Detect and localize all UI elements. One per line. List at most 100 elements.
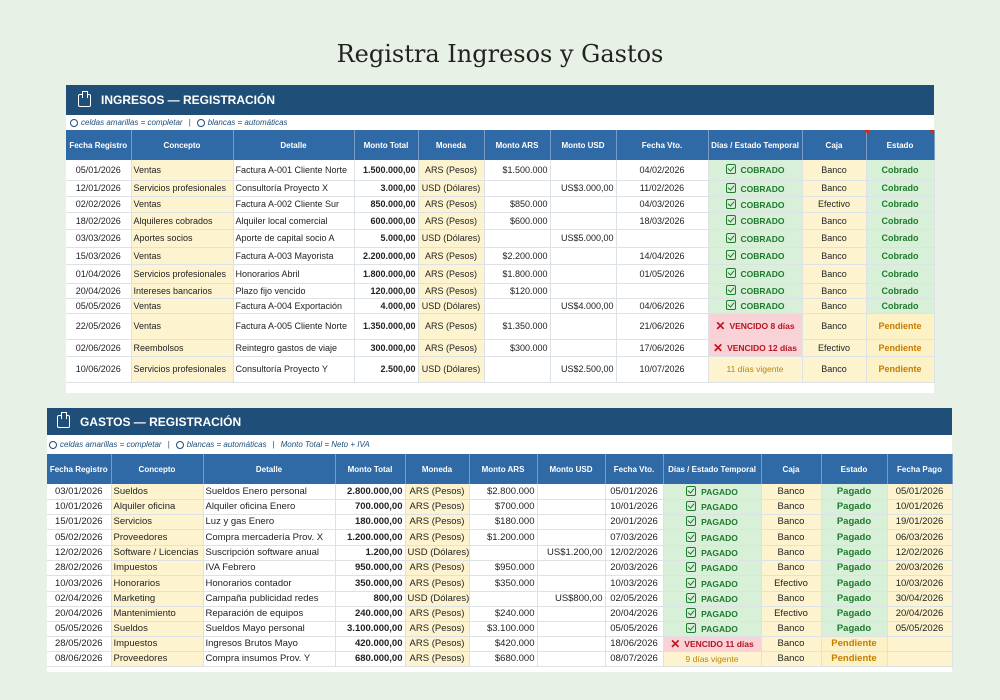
- fecha-registro-cell[interactable]: 02/06/2026: [66, 339, 132, 357]
- detalle-cell[interactable]: Campaña publicidad redes: [203, 591, 336, 607]
- status-temporal-cell[interactable]: COBRADO: [708, 298, 803, 314]
- status-temporal-cell[interactable]: ✕ VENCIDO 8 días: [708, 313, 803, 340]
- caja-cell[interactable]: Banco: [802, 264, 867, 284]
- moneda-cell[interactable]: USD (Dólares): [418, 229, 485, 248]
- concepto-cell[interactable]: Ventas: [131, 247, 234, 265]
- concepto-cell[interactable]: Marketing: [111, 591, 204, 607]
- monto-total-cell[interactable]: 120.000,00: [354, 283, 419, 299]
- caja-cell[interactable]: Efectivo: [802, 339, 867, 357]
- detalle-cell[interactable]: Suscripción software anual: [203, 545, 336, 561]
- estado-cell[interactable]: Pagado: [821, 484, 888, 500]
- fecha-pago-cell[interactable]: 12/02/2026: [887, 545, 953, 561]
- detalle-cell[interactable]: Alquiler local comercial: [233, 212, 355, 230]
- detalle-cell[interactable]: Honorarios contador: [203, 575, 336, 592]
- moneda-cell[interactable]: ARS (Pesos): [418, 247, 485, 265]
- fecha-registro-cell[interactable]: 03/03/2026: [66, 229, 132, 248]
- moneda-cell[interactable]: ARS (Pesos): [418, 283, 485, 299]
- status-temporal-cell[interactable]: COBRADO: [708, 247, 803, 265]
- concepto-cell[interactable]: Impuestos: [111, 636, 204, 652]
- concepto-cell[interactable]: Ventas: [131, 160, 234, 181]
- caja-cell[interactable]: Efectivo: [761, 575, 822, 592]
- fecha-vto-cell[interactable]: 01/05/2026: [616, 264, 709, 284]
- estado-cell[interactable]: Cobrado: [866, 247, 935, 265]
- concepto-cell[interactable]: Servicios profesionales: [131, 356, 234, 383]
- status-temporal-cell[interactable]: COBRADO: [708, 212, 803, 230]
- fecha-registro-cell[interactable]: 15/03/2026: [66, 247, 132, 265]
- moneda-cell[interactable]: USD (Dólares): [405, 591, 470, 607]
- moneda-cell[interactable]: ARS (Pesos): [405, 636, 470, 652]
- fecha-vto-cell[interactable]: 04/02/2026: [616, 160, 709, 181]
- status-temporal-cell[interactable]: PAGADO: [663, 484, 762, 500]
- concepto-cell[interactable]: Honorarios: [111, 575, 204, 592]
- fecha-registro-cell[interactable]: 20/04/2026: [66, 283, 132, 299]
- estado-cell[interactable]: Pendiente: [866, 313, 935, 340]
- fecha-vto-cell[interactable]: [616, 229, 709, 248]
- fecha-vto-cell[interactable]: 20/01/2026: [605, 514, 664, 530]
- fecha-registro-cell[interactable]: 02/04/2026: [47, 591, 112, 607]
- caja-cell[interactable]: Banco: [761, 514, 822, 530]
- status-temporal-cell[interactable]: PAGADO: [663, 575, 762, 592]
- estado-cell[interactable]: Pendiente: [866, 339, 935, 357]
- caja-cell[interactable]: Banco: [802, 180, 867, 197]
- fecha-registro-cell[interactable]: 10/06/2026: [66, 356, 132, 383]
- fecha-registro-cell[interactable]: 05/02/2026: [47, 529, 112, 546]
- estado-cell[interactable]: Pagado: [821, 560, 888, 576]
- monto-total-cell[interactable]: 850.000,00: [354, 196, 419, 213]
- status-temporal-cell[interactable]: PAGADO: [663, 621, 762, 637]
- concepto-cell[interactable]: Impuestos: [111, 560, 204, 576]
- detalle-cell[interactable]: Consultoría Proyecto Y: [233, 356, 355, 383]
- fecha-vto-cell[interactable]: 11/02/2026: [616, 180, 709, 197]
- moneda-cell[interactable]: ARS (Pesos): [418, 160, 485, 181]
- fecha-vto-cell[interactable]: 02/05/2026: [605, 591, 664, 607]
- fecha-registro-cell[interactable]: 05/05/2026: [66, 298, 132, 314]
- caja-cell[interactable]: Banco: [802, 356, 867, 383]
- moneda-cell[interactable]: ARS (Pesos): [418, 339, 485, 357]
- moneda-cell[interactable]: ARS (Pesos): [418, 264, 485, 284]
- status-temporal-cell[interactable]: COBRADO: [708, 264, 803, 284]
- caja-cell[interactable]: Banco: [761, 591, 822, 607]
- fecha-registro-cell[interactable]: 20/04/2026: [47, 606, 112, 622]
- caja-cell[interactable]: Banco: [761, 484, 822, 500]
- caja-cell[interactable]: Banco: [802, 298, 867, 314]
- fecha-vto-cell[interactable]: 10/01/2026: [605, 499, 664, 515]
- fecha-vto-cell[interactable]: 08/07/2026: [605, 651, 664, 667]
- fecha-registro-cell[interactable]: 03/01/2026: [47, 484, 112, 500]
- fecha-registro-cell[interactable]: 22/05/2026: [66, 313, 132, 340]
- status-temporal-cell[interactable]: 11 días vigente: [708, 356, 803, 383]
- caja-cell[interactable]: Banco: [761, 621, 822, 637]
- moneda-cell[interactable]: ARS (Pesos): [405, 651, 470, 667]
- monto-total-cell[interactable]: 350.000,00: [335, 575, 406, 592]
- moneda-cell[interactable]: ARS (Pesos): [405, 499, 470, 515]
- fecha-pago-cell[interactable]: 19/01/2026: [887, 514, 953, 530]
- monto-total-cell[interactable]: 420.000,00: [335, 636, 406, 652]
- fecha-registro-cell[interactable]: 18/02/2026: [66, 212, 132, 230]
- moneda-cell[interactable]: USD (Dólares): [418, 298, 485, 314]
- moneda-cell[interactable]: ARS (Pesos): [405, 514, 470, 530]
- status-temporal-cell[interactable]: PAGADO: [663, 560, 762, 576]
- estado-cell[interactable]: Cobrado: [866, 298, 935, 314]
- fecha-vto-cell[interactable]: 10/03/2026: [605, 575, 664, 592]
- detalle-cell[interactable]: Honorarios Abril: [233, 264, 355, 284]
- concepto-cell[interactable]: Ventas: [131, 298, 234, 314]
- estado-cell[interactable]: Pagado: [821, 514, 888, 530]
- fecha-vto-cell[interactable]: 14/04/2026: [616, 247, 709, 265]
- fecha-vto-cell[interactable]: 21/06/2026: [616, 313, 709, 340]
- fecha-registro-cell[interactable]: 08/06/2026: [47, 651, 112, 667]
- moneda-cell[interactable]: ARS (Pesos): [405, 484, 470, 500]
- monto-total-cell[interactable]: 1.500.000,00: [354, 160, 419, 181]
- concepto-cell[interactable]: Intereses bancarios: [131, 283, 234, 299]
- fecha-vto-cell[interactable]: 05/01/2026: [605, 484, 664, 500]
- moneda-cell[interactable]: ARS (Pesos): [405, 529, 470, 546]
- fecha-vto-cell[interactable]: 20/04/2026: [605, 606, 664, 622]
- moneda-cell[interactable]: USD (Dólares): [418, 180, 485, 197]
- fecha-vto-cell[interactable]: 18/06/2026: [605, 636, 664, 652]
- monto-total-cell[interactable]: 950.000,00: [335, 560, 406, 576]
- fecha-registro-cell[interactable]: 01/04/2026: [66, 264, 132, 284]
- caja-cell[interactable]: Efectivo: [802, 196, 867, 213]
- status-temporal-cell[interactable]: 9 días vigente: [663, 651, 762, 667]
- concepto-cell[interactable]: Sueldos: [111, 621, 204, 637]
- fecha-vto-cell[interactable]: 04/03/2026: [616, 196, 709, 213]
- concepto-cell[interactable]: Mantenimiento: [111, 606, 204, 622]
- status-temporal-cell[interactable]: COBRADO: [708, 283, 803, 299]
- fecha-registro-cell[interactable]: 12/02/2026: [47, 545, 112, 561]
